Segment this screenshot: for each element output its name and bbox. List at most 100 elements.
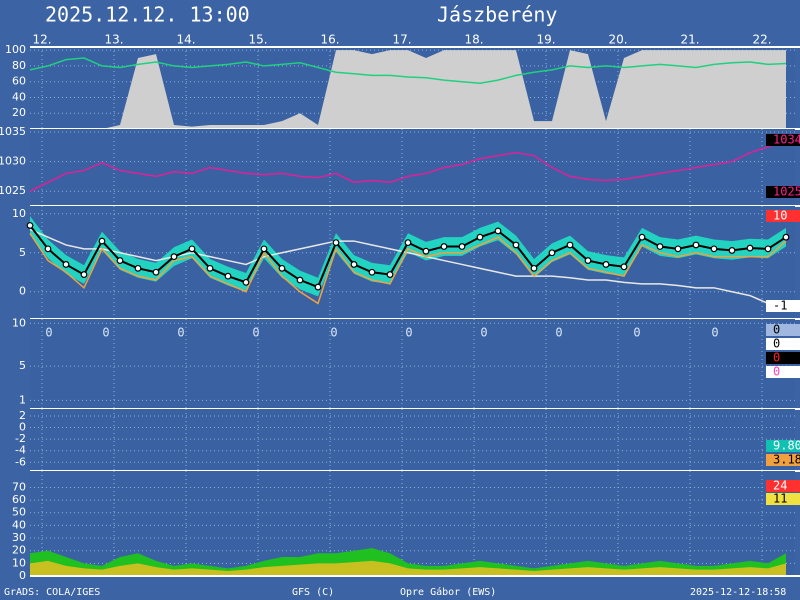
x-tick-label: 12. [32,33,51,47]
point [566,241,574,249]
annotation: 0 [555,326,562,340]
value-label: 0 [773,323,780,337]
panel [30,129,795,206]
label-box [766,480,800,492]
x-tick-label: 20. [608,33,627,47]
point [296,276,304,284]
value-label: 1025 [773,185,800,199]
label-box [766,440,800,452]
annotation: 0 [480,326,487,340]
y-tick-label: 30 [12,531,26,544]
value-label: -1 [773,299,787,313]
label-box [766,134,800,146]
y-tick-label: -6 [15,455,26,468]
y-tick-label: 1030 [0,155,26,168]
line [29,232,787,305]
value-label: 10 [773,209,787,223]
point [206,264,214,272]
area [30,560,786,576]
annotation: 0 [45,326,52,340]
y-tick-label: 1035 [0,125,26,138]
point [530,264,538,272]
point [404,239,412,247]
point [386,271,394,278]
footer-credit: GrADS: COLA/IGES [4,587,100,598]
y-tick-label: 0 [19,421,26,434]
point [458,243,466,250]
y-tick-label: 80 [12,59,26,72]
point [782,233,790,241]
y-tick-label: 40 [12,518,26,531]
y-tick-label: 5 [19,246,26,259]
x-tick-label: 22. [752,33,771,47]
point [692,241,700,249]
point [278,264,286,272]
label-box [766,324,800,336]
point [584,257,592,264]
x-tick-label: 19. [536,33,555,47]
point [512,241,520,249]
label-box [766,493,800,505]
point [332,239,340,247]
y-tick-label: 40 [12,90,26,103]
value-label: 3.18 [773,453,800,467]
point [170,253,178,261]
y-tick-label: 60 [12,75,26,88]
point [62,261,70,268]
point [638,233,646,241]
label-box [766,338,800,350]
panel [30,409,795,471]
point [98,237,106,245]
value-label: 0 [773,351,780,365]
point [116,257,124,264]
annotation: 0 [711,326,718,340]
y-tick-label: 5 [19,359,26,372]
y-tick-label: 10 [12,556,26,569]
point [260,245,268,253]
point [494,227,502,235]
point [548,249,556,257]
y-tick-label: 0 [19,569,26,582]
x-tick-label: 16. [320,33,339,47]
value-label: 24 [773,479,787,493]
area [30,50,786,129]
annotation: 0 [102,326,109,340]
y-tick-label: 10 [12,316,26,329]
value-label: 9.80 [773,439,800,453]
line [29,228,787,309]
point [620,263,628,271]
label-box [766,352,800,364]
y-tick-label: -2 [15,432,26,445]
place: Jászberény [437,3,557,27]
annotation: 0 [405,326,412,340]
value-label: 1034 [773,133,800,147]
y-tick-label: 2 [19,409,26,422]
value-label: 11 [773,492,787,506]
label-box [766,186,800,198]
x-tick-label: 21. [680,33,699,47]
y-tick-label: 100 [5,43,26,56]
point [26,222,34,229]
point [242,278,250,286]
x-tick-label: 13. [104,33,123,47]
point [152,268,160,276]
x-tick-label: 14. [176,33,195,47]
point [602,261,610,268]
point [224,272,232,280]
y-tick-label: 1 [19,393,26,406]
y-tick-label: 60 [12,493,26,506]
y-tick-label: 20 [12,544,26,557]
value-label: 0 [773,365,780,379]
y-tick-label: 70 [12,480,26,493]
footer-model: GFS (C) [292,587,334,598]
panel [30,319,795,409]
label-box [766,366,800,378]
y-tick-label: 50 [12,506,26,519]
label-box [766,454,800,466]
line [29,140,787,192]
band [30,216,786,297]
point [746,244,754,252]
point [728,247,736,254]
line [29,57,787,85]
